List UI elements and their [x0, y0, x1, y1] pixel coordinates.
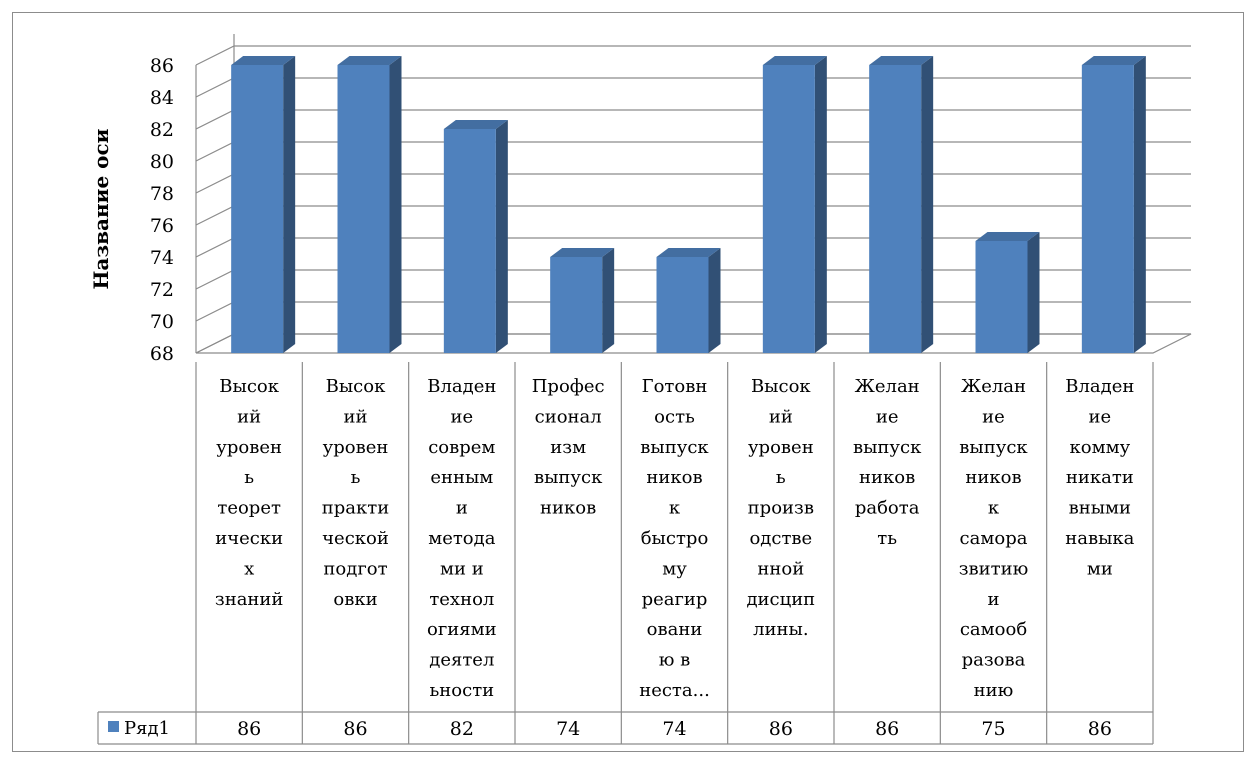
bar-front	[869, 65, 922, 353]
bar-side	[1027, 232, 1040, 353]
bar-side	[921, 56, 934, 353]
category-label: Высок ий уровен ь практи ческой подгот овки	[322, 376, 389, 610]
data-table-value: 74	[662, 718, 686, 740]
chart-floor	[195, 333, 1192, 354]
bar-side	[602, 248, 615, 353]
y-axis: 68 70 72 74 76 78 80 82 84 86 Название оси	[89, 55, 174, 365]
y-tick-label: 72	[150, 279, 174, 301]
category-label: Высок ий уровен ь произв одстве нной дисцип лины…	[746, 376, 815, 640]
bar-side	[708, 248, 721, 353]
data-table-value: 74	[556, 718, 580, 740]
y-tick-label: 68	[150, 343, 174, 365]
y-axis-title: Название оси	[89, 128, 113, 289]
y-tick-label: 86	[150, 55, 174, 77]
bar	[337, 56, 402, 353]
legend-label: Ряд1	[124, 718, 170, 739]
bar-side	[814, 56, 827, 353]
bar-front	[656, 257, 709, 353]
bar	[975, 232, 1040, 353]
bar	[443, 120, 508, 353]
bar-side	[495, 120, 508, 353]
bar-top	[975, 232, 1040, 241]
data-table-value: 86	[237, 718, 261, 740]
data-table-value: 86	[769, 718, 793, 740]
category-label: Профес сионал изм выпуск ников	[532, 376, 605, 519]
y-tick-label: 80	[150, 151, 174, 173]
chart-frame	[12, 12, 1244, 752]
bar	[1081, 56, 1146, 353]
bar-top	[337, 56, 402, 65]
y-tick-label: 76	[150, 215, 174, 237]
bars	[231, 56, 1146, 353]
bar-top	[656, 248, 721, 257]
bar-top	[762, 56, 827, 65]
bar-front	[975, 241, 1028, 353]
data-table: Высок ий уровен ь теорет ически х знаний Высок ий…	[97, 362, 1154, 745]
bar-side	[283, 56, 296, 353]
data-table-value: 86	[875, 718, 899, 740]
y-tick-label: 82	[150, 119, 174, 141]
bar	[762, 56, 827, 353]
bar-front	[550, 257, 603, 353]
bar-front	[231, 65, 284, 353]
data-table-value: 86	[1088, 718, 1112, 740]
bar-side	[389, 56, 402, 353]
category-label: Владен ие комму никати вными навыка ми	[1065, 376, 1134, 579]
bar	[550, 248, 615, 353]
bar-side	[1133, 56, 1146, 353]
y-tick-label: 84	[150, 87, 174, 109]
bar-front	[443, 129, 496, 353]
category-label: Желан ие выпуск ников работа ть	[853, 376, 922, 549]
data-table-value: 86	[343, 718, 367, 740]
data-table-value: 82	[450, 718, 474, 740]
bar-top	[1081, 56, 1146, 65]
bar	[231, 56, 296, 353]
data-table-value: 75	[981, 718, 1005, 740]
legend-swatch	[108, 721, 119, 732]
category-label: Владен ие соврем енным и метода ми и технол огия…	[427, 376, 497, 701]
bar	[656, 248, 721, 353]
category-label: Высок ий уровен ь теорет ически х знаний	[215, 376, 284, 610]
y-tick-label: 70	[150, 311, 174, 333]
y-tick-label: 78	[150, 183, 174, 205]
category-label: Готовн ость выпуск ников к быстро му реагир ован…	[639, 376, 710, 701]
category-label: Желан ие выпуск ников к самора звитию и самооб ра…	[959, 376, 1029, 701]
bar-front	[337, 65, 390, 353]
bar-top	[231, 56, 296, 65]
bar-front	[1081, 65, 1134, 353]
bar	[869, 56, 934, 353]
bar-top	[443, 120, 508, 129]
bar-top	[869, 56, 934, 65]
y-tick-label: 74	[150, 247, 174, 269]
bar-front	[762, 65, 815, 353]
bar-top	[550, 248, 615, 257]
